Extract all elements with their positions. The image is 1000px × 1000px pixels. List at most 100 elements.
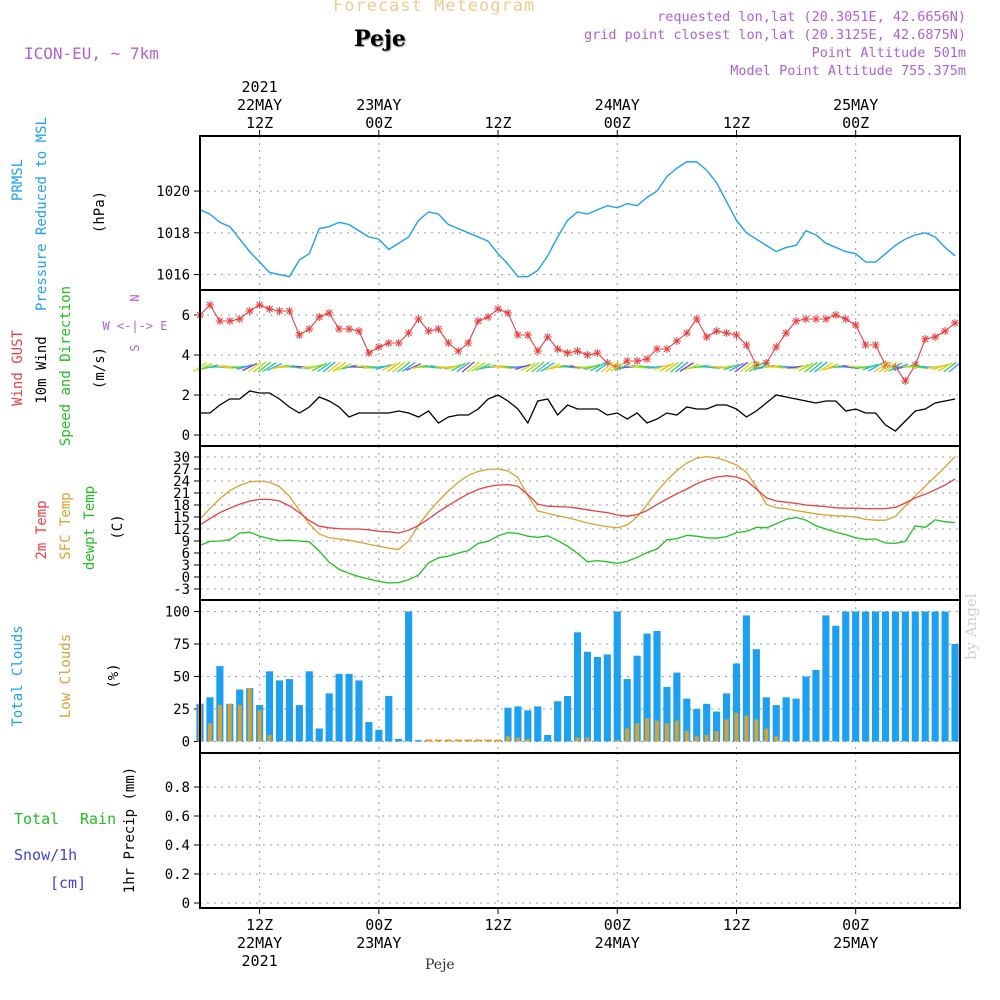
gust-point [255, 301, 264, 309]
low-cloud-bar [207, 723, 212, 742]
wind-direction-arrow [804, 361, 818, 373]
y-tick-label: 3 [182, 558, 190, 574]
y-tick-label: -3 [173, 582, 190, 598]
y-tick-label: 0.8 [165, 780, 190, 796]
wind-direction-arrow [868, 362, 883, 372]
total-cloud-bar [345, 673, 353, 742]
low-cloud-bar [257, 710, 262, 742]
gust-point [951, 319, 960, 327]
gust-point [563, 349, 572, 357]
gust-point [821, 315, 830, 323]
wind-direction-arrow [564, 364, 581, 370]
gust-point [543, 333, 552, 341]
y-tick-label: 50 [173, 670, 190, 686]
total-cloud-bar [663, 686, 671, 742]
wind-unit-label: (m/s) [92, 347, 108, 389]
total-cloud-bar [583, 651, 592, 742]
wind-direction-arrow [336, 363, 352, 371]
total-cloud-bar [911, 611, 919, 742]
gust-point [762, 359, 771, 367]
low-cloud-bar [585, 737, 590, 742]
compass-south: S [128, 344, 142, 351]
wind-direction-arrow [322, 361, 336, 373]
wind-gust-label: Wind GUST [10, 330, 26, 406]
total-cloud-bar [504, 707, 512, 742]
wind-direction-arrow [590, 362, 605, 372]
precip-snow-label: Snow/1h [14, 846, 77, 864]
total-cloud-bar [792, 698, 800, 742]
t2m-line [199, 475, 956, 534]
wind-direction-arrow [670, 361, 684, 373]
low-cloud-bar [247, 688, 252, 742]
total-cloud-bar [782, 697, 790, 742]
gust-point [732, 331, 741, 339]
gust-point [573, 347, 582, 355]
wind-direction-arrow [471, 362, 486, 372]
wind-direction-arrow [515, 363, 531, 371]
wind-direction-arrow [306, 364, 323, 370]
wind-direction-arrow [247, 361, 262, 373]
wind-direction-arrow [242, 362, 258, 372]
total-cloud-bar [931, 611, 939, 742]
total-cloud-bar [613, 611, 621, 742]
total-cloud-bar [752, 649, 760, 742]
total-cloud-bar [554, 701, 562, 742]
low-cloud-bar [734, 712, 739, 742]
gust-point [444, 339, 453, 347]
top-time-label: 12Z [723, 114, 750, 132]
wind-direction-arrow [461, 361, 475, 373]
y-tick-label: 0.4 [165, 838, 190, 854]
total-cloud-bar [762, 697, 770, 742]
wind-direction-arrow [684, 363, 700, 371]
low-cloud-bar [664, 723, 669, 742]
y-tick-label: 27 [173, 462, 190, 478]
compass-east-west: W <-|-> E [102, 319, 167, 333]
wind-direction-arrow [401, 362, 416, 372]
gust-point [335, 325, 344, 333]
total-cloud-bar [405, 611, 413, 742]
pressure-label-1: PRMSL [10, 159, 26, 201]
wind-direction-arrow [475, 363, 491, 371]
wind-direction-arrow [675, 361, 689, 373]
wind-direction-arrow [216, 364, 233, 370]
total-cloud-bar [385, 696, 393, 742]
total-cloud-bar [673, 672, 681, 742]
wind-direction-arrow [937, 362, 953, 372]
wind-direction-arrow [809, 361, 823, 373]
total-cloud-bar [534, 706, 542, 742]
low-cloud-bar [494, 739, 502, 742]
pressure-series-line [199, 161, 956, 278]
total-cloud-bar [941, 611, 949, 742]
wind-direction-arrow [536, 361, 550, 373]
bottom-time-label: 24MAY [595, 934, 640, 952]
top-time-label: 22MAY [237, 96, 282, 114]
y-tick-label: 24 [173, 474, 190, 490]
gust-point [682, 329, 691, 337]
total-cloud-bar [395, 738, 403, 742]
wind-direction-arrow [862, 363, 879, 371]
total-cloud-bar [305, 671, 313, 742]
bottom-time-label: 12Z [246, 916, 273, 934]
wind-direction-arrow [456, 361, 471, 373]
gust-point [692, 315, 701, 323]
wind-direction-arrow [397, 361, 411, 373]
total-cloud-bar [265, 671, 274, 742]
wind-direction-arrow [595, 361, 610, 373]
gust-point [533, 347, 542, 355]
wind-direction-arrow [386, 361, 401, 373]
total-cloud-bar [951, 644, 959, 742]
low-cloud-bar [635, 723, 640, 742]
low-cloud-bar [704, 735, 709, 742]
top-time-label: 00Z [365, 114, 392, 132]
gust-point [702, 333, 711, 341]
y-tick-label: 12 [173, 522, 190, 538]
wind-direction-arrow [495, 364, 512, 370]
gust-point [205, 301, 214, 309]
gust-point [861, 341, 870, 349]
wind-direction-arrow [679, 362, 694, 372]
total-cloud-bar [832, 625, 840, 742]
low-cloud-bar [515, 737, 520, 742]
wind-direction-arrow [654, 363, 670, 371]
bottom-time-label: 22MAY [237, 934, 282, 952]
wind-direction-arrow [317, 361, 332, 373]
